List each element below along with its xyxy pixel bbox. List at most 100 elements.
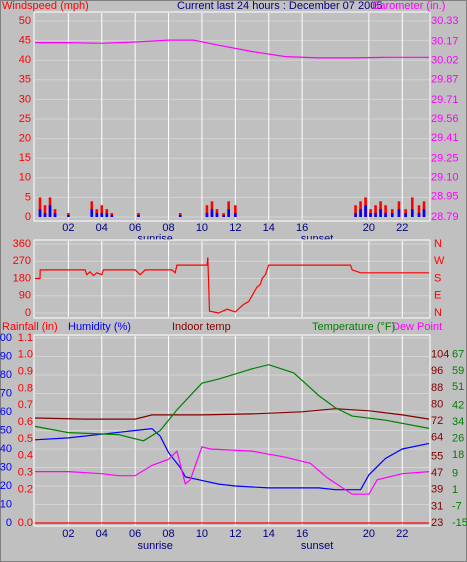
bar: [53, 213, 57, 217]
y-tick-label: 31: [431, 500, 443, 512]
y-tick-label: 25: [19, 113, 31, 125]
y-tick-label: 34: [452, 416, 464, 428]
bar: [105, 213, 109, 217]
y-tick-label: N: [434, 238, 442, 250]
y-tick-label: N: [434, 307, 442, 319]
bar: [43, 205, 47, 217]
x-tick-label: 14: [263, 222, 275, 234]
y-tick-label: 30: [0, 461, 12, 473]
line: [34, 427, 430, 491]
y-tick-label: 29.25: [431, 152, 459, 164]
bar: [404, 213, 407, 217]
bar: [110, 215, 114, 217]
bar: [234, 213, 237, 217]
bar: [359, 209, 362, 217]
y-tick-label: 0.0: [18, 517, 33, 529]
y-tick-label: 270: [13, 255, 31, 267]
y-tick-label: -7: [452, 500, 462, 512]
y-tick-label: 51: [452, 381, 464, 393]
y-tick-label: 80: [431, 398, 443, 410]
y-tick-label: 90: [0, 350, 12, 362]
y-tick-label: 0: [25, 307, 31, 319]
bar: [205, 205, 209, 217]
y-tick-label: 28.95: [431, 191, 459, 203]
y-tick-label: 100: [0, 332, 12, 344]
axis-title: Windspeed (mph): [2, 0, 89, 12]
bar: [411, 209, 414, 217]
y-tick-label: 104: [431, 349, 449, 361]
line: [35, 446, 430, 495]
line: [35, 257, 429, 314]
x-tick-label: 04: [96, 222, 108, 234]
y-tick-label: 72: [431, 415, 443, 427]
y-tick-label: 5: [25, 191, 31, 203]
bar: [411, 197, 414, 217]
bar: [95, 213, 99, 217]
y-tick-label: 42: [452, 400, 464, 412]
y-tick-label: 0.9: [18, 366, 33, 378]
y-tick-label: 1: [452, 484, 458, 496]
x-tick-label: 16: [296, 222, 308, 234]
y-tick-label: 70: [0, 387, 12, 399]
bar: [384, 205, 387, 217]
line: [35, 39, 429, 59]
x-tick-label: 04: [96, 528, 108, 540]
x-tick-label: 06: [129, 222, 141, 234]
y-tick-label: 80: [0, 369, 12, 381]
y-tick-label: 0: [6, 517, 12, 529]
x-tick-label: 22: [396, 528, 408, 540]
y-tick-label: W: [434, 255, 445, 267]
x-tick-label: 06: [129, 528, 141, 540]
y-tick-label: 0.2: [18, 483, 33, 495]
y-tick-label: 47: [431, 467, 443, 479]
y-tick-label: 1.0: [18, 349, 33, 361]
y-tick-label: 29.41: [431, 132, 459, 144]
bar: [374, 205, 377, 217]
bar: [417, 205, 421, 217]
bar: [100, 205, 104, 217]
bar: [100, 213, 104, 217]
bar: [67, 215, 70, 217]
bar: [374, 213, 377, 217]
y-tick-label: 28.79: [431, 211, 459, 223]
y-tick-label: 0.4: [18, 450, 33, 462]
bar: [210, 209, 214, 217]
y-tick-label: 360: [13, 238, 31, 250]
y-tick-label: 29.87: [431, 73, 459, 85]
y-tick-label: 0.7: [18, 399, 33, 411]
legend-entry: Indoor temp: [172, 321, 231, 333]
bar: [417, 213, 421, 217]
y-tick-label: 40: [19, 54, 31, 66]
y-tick-label: 30.02: [431, 54, 459, 66]
bar: [48, 205, 52, 217]
y-tick-label: 59: [452, 365, 464, 377]
legend-entry: Rainfall (in): [2, 321, 58, 333]
x-tick-label: 12: [229, 528, 241, 540]
y-tick-label: 30: [19, 93, 31, 105]
y-tick-label: S: [434, 272, 441, 284]
y-tick-label: 29.71: [431, 94, 459, 106]
annotation: sunrise: [137, 540, 172, 552]
y-tick-label: 30.17: [431, 35, 459, 47]
y-tick-label: 60: [0, 406, 12, 418]
y-tick-label: 15: [19, 152, 31, 164]
y-tick-label: 30.33: [431, 15, 459, 27]
y-tick-label: 20: [0, 480, 12, 492]
x-tick-label: 08: [162, 528, 174, 540]
y-tick-label: 45: [19, 35, 31, 47]
bar: [178, 215, 182, 217]
bar: [38, 197, 42, 217]
y-tick-label: 10: [0, 498, 12, 510]
y-tick-label: 64: [431, 432, 443, 444]
y-tick-label: 88: [431, 382, 443, 394]
legend-entry: Dew Point: [392, 321, 442, 333]
bar: [43, 213, 47, 217]
y-tick-label: 90: [19, 290, 31, 302]
y-tick-label: 50: [19, 15, 31, 27]
axis-title: Barometer (in.): [372, 0, 445, 12]
y-tick-label: 9: [452, 468, 458, 480]
y-tick-label: 20: [19, 133, 31, 145]
bar: [38, 209, 42, 217]
y-tick-label: -15: [452, 517, 467, 529]
